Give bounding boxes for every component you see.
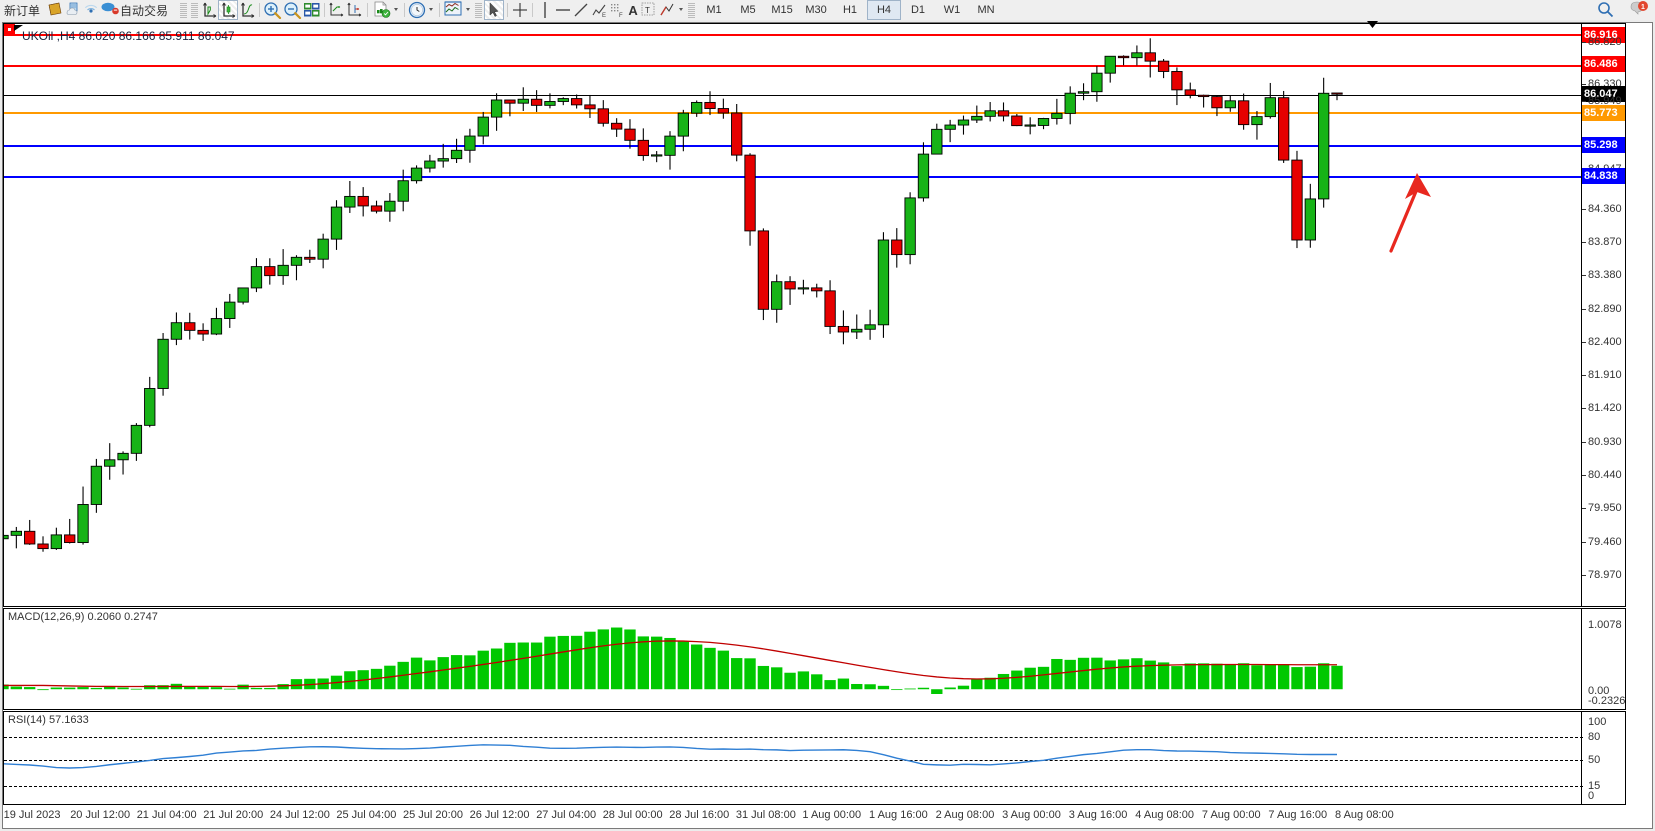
svg-text:1: 1 <box>1641 4 1645 11</box>
svg-text:E: E <box>602 13 606 19</box>
svg-text:T: T <box>645 6 650 15</box>
svg-text:F: F <box>619 13 623 19</box>
